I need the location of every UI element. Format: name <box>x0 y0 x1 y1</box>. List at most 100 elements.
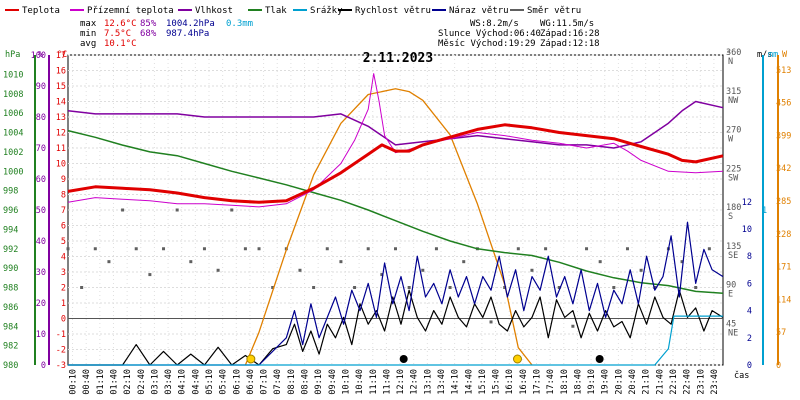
w-tick-label: 228 <box>776 230 791 240</box>
moon-set-icon <box>399 355 408 363</box>
mm-axis-label: mm <box>768 50 778 60</box>
x-tick-label: 02:40 <box>137 369 147 395</box>
legend-label: Rychlost větru <box>355 6 431 16</box>
x-tick-label: 07:10 <box>260 369 270 395</box>
sun-rise-icon <box>246 354 256 364</box>
pct-tick-label: 20 <box>36 299 46 309</box>
x-tick-label: 20:40 <box>628 369 638 395</box>
celsius-tick-label: -2 <box>56 346 66 356</box>
pct-tick-label: 10 <box>36 330 46 340</box>
celsius-tick-label: -3 <box>56 361 66 371</box>
w-tick-label: 114 <box>776 295 791 305</box>
hpa-tick-label: 992 <box>3 245 18 255</box>
hpa-tick-label: 986 <box>3 303 18 313</box>
wind-dir-point <box>503 286 507 289</box>
celsius-tick-label: 7 <box>61 206 66 216</box>
x-axis-label: čas <box>734 370 749 381</box>
celsius-tick-label: 2 <box>61 284 66 294</box>
temperature-line <box>67 123 724 204</box>
legend-label: Směr větru <box>527 6 581 16</box>
solar-radiation-line <box>244 88 533 366</box>
wind-dir-point <box>189 260 193 264</box>
x-tick-label: 21:40 <box>655 369 665 395</box>
sun-set-icon <box>512 354 522 364</box>
deg-axis-label: ° <box>726 50 731 60</box>
hpa-tick-label: 994 <box>3 225 18 235</box>
wind-dir-point <box>544 247 548 251</box>
stat-press: 1004.2hPa <box>166 19 215 29</box>
moon-set-time: Západ:12:18 <box>540 39 600 49</box>
wind-dir-point <box>66 247 70 251</box>
wind-gust-line <box>68 221 724 366</box>
x-tick-label: 15:10 <box>478 369 488 395</box>
deg-tick-label: 180 <box>726 203 741 213</box>
x-tick-label: 19:40 <box>601 369 611 395</box>
x-tick-label: 08:10 <box>287 369 297 395</box>
x-tick-label: 23:10 <box>696 369 706 395</box>
celsius-tick-label: 12 <box>56 129 66 139</box>
legend-label: Vlhkost <box>195 6 233 16</box>
wind-dir-point <box>653 286 657 289</box>
x-tick-label: 23:40 <box>710 369 720 395</box>
celsius-tick-label: 4 <box>61 253 66 263</box>
stat-temp: 7.5°C <box>104 29 131 39</box>
pct-tick-label: 90 <box>36 82 46 92</box>
wind-dir-point <box>639 268 643 272</box>
w-tick-label: 513 <box>776 66 791 76</box>
moon-rise-icon <box>595 355 604 363</box>
legend-label: Tlak <box>265 6 287 16</box>
pct-tick-label: 60 <box>36 175 46 185</box>
celsius-tick-label: 6 <box>61 222 66 232</box>
x-tick-label: 07:40 <box>273 369 283 395</box>
celsius-tick-label: 14 <box>56 98 66 108</box>
stat-label: max <box>80 19 97 29</box>
celsius-tick-label: 15 <box>56 82 66 92</box>
x-tick-label: 05:10 <box>205 369 215 395</box>
celsius-tick-label: 11 <box>56 144 66 154</box>
x-tick-label: 10:10 <box>341 369 351 395</box>
wind-dir-label: SW <box>728 173 739 183</box>
stat-temp: 10.1°C <box>104 39 137 49</box>
rain-line <box>68 315 723 366</box>
x-tick-label: 03:40 <box>164 369 174 395</box>
wind-dir-point <box>407 286 411 289</box>
hpa-tick-label: 982 <box>3 342 18 352</box>
hpa-tick-label: 1008 <box>3 90 23 100</box>
wind-dir-point <box>421 268 425 272</box>
pct-tick-label: 100 <box>31 51 46 61</box>
x-tick-label: 05:40 <box>219 369 229 395</box>
sun-times: Slunce Východ:06:40 <box>438 29 541 39</box>
wind-dir-label: NW <box>728 96 739 106</box>
moon-times: Měsíc Východ:19:29 <box>438 39 536 49</box>
celsius-tick-label: -1 <box>56 330 66 340</box>
wind-dir-label: S <box>728 212 733 222</box>
celsius-axis-label: °C <box>57 50 67 60</box>
wind-dir-point <box>80 286 84 289</box>
wind-dir-point <box>353 286 357 289</box>
x-tick-label: 17:40 <box>546 369 556 395</box>
hpa-tick-label: 1002 <box>3 148 23 158</box>
x-tick-label: 16:40 <box>519 369 529 395</box>
wind-dir-point <box>366 247 370 251</box>
hpa-tick-label: 996 <box>3 206 18 216</box>
wind-dir-point <box>557 286 561 289</box>
ms-tick-label: 0 <box>747 361 752 371</box>
pct-tick-label: 0 <box>41 361 46 371</box>
wind-dir-point <box>257 247 261 251</box>
x-tick-label: 01:10 <box>96 369 106 395</box>
x-tick-label: 16:10 <box>505 369 515 395</box>
w-tick-label: 171 <box>776 263 791 273</box>
wind-dir-point <box>162 247 166 251</box>
pct-tick-label: 30 <box>36 268 46 278</box>
x-tick-label: 00:40 <box>82 369 92 395</box>
stat-hum: 85% <box>140 19 157 29</box>
stat-wg: WG:11.5m/s <box>540 19 594 29</box>
ms-axis-label: m/s <box>757 50 772 60</box>
w-axis-label: W <box>782 50 788 60</box>
deg-tick-label: 90 <box>726 281 736 291</box>
x-tick-label: 15:40 <box>492 369 502 395</box>
celsius-tick-label: 10 <box>56 160 66 170</box>
wind-dir-point <box>571 324 575 328</box>
hpa-tick-label: 1006 <box>3 109 23 119</box>
